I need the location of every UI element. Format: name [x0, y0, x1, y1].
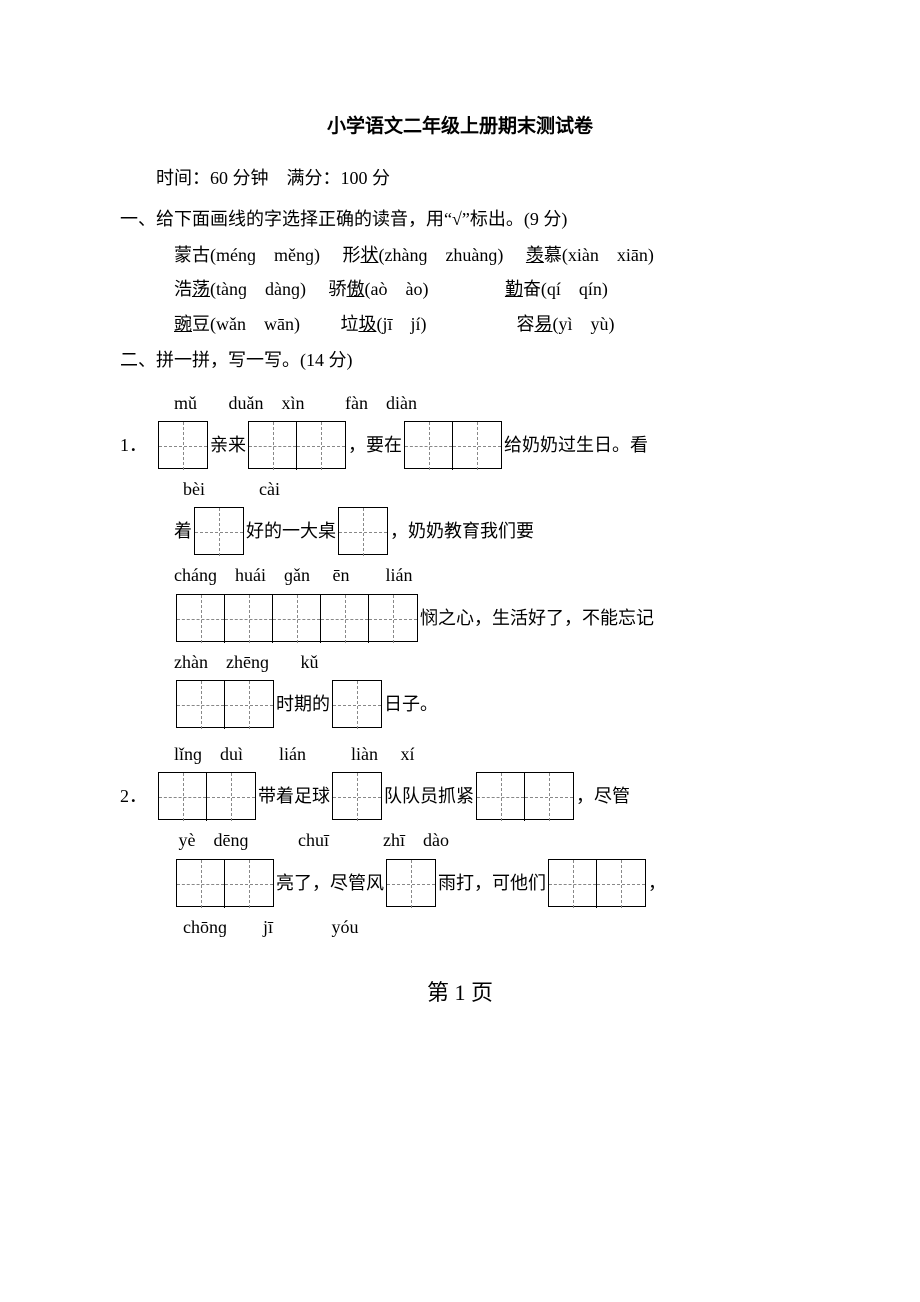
q1-row-2: 浩荡(tànɡ dànɡ) 骄傲(aò ào) 勤奋(qí qín) [120, 273, 800, 305]
char-box [332, 772, 382, 820]
t: 给奶奶过生日。看 [504, 421, 648, 469]
char-box [176, 859, 274, 907]
char-box [158, 772, 256, 820]
t: 易 [534, 314, 552, 334]
q1-row-1: 蒙古(ménɡ měnɡ) 形状(zhànɡ zhuànɡ) 羡慕(xiàn x… [120, 239, 800, 271]
char-box [332, 680, 382, 728]
t: 傲 [346, 279, 364, 299]
t: ，尽管 [576, 772, 630, 820]
page-footer: 第 1 页 [120, 973, 800, 1013]
char-box [386, 859, 436, 907]
pinyin: chánɡ huái ɡǎn ēn lián [120, 559, 800, 591]
char-box [404, 421, 502, 469]
t: 好的一大桌 [246, 507, 336, 555]
t: 勤 [505, 279, 523, 299]
char-box [194, 507, 244, 555]
char-box [176, 680, 274, 728]
t: 蒙 [174, 245, 192, 265]
t: 悯之心，生活好了，不能忘记 [420, 594, 654, 642]
t: (tànɡ dànɡ) [210, 279, 306, 299]
q1-row-3: 豌豆(wǎn wān) 垃圾(jī jí) 容易(yì yù) [120, 308, 800, 340]
q2-item1: mǔ duǎn xìn fàn diàn 1． 亲来 ，要在 给奶奶过生日。看 … [120, 387, 800, 729]
char-box [338, 507, 388, 555]
t: ， [648, 859, 666, 907]
t: 日子。 [384, 680, 438, 728]
t: 亲来 [210, 421, 246, 469]
t: (jī jí) [376, 314, 426, 334]
t: 形 [342, 245, 360, 265]
t: 亮了，尽管风 [276, 859, 384, 907]
t: 时期的 [276, 680, 330, 728]
exam-meta: 时间：60 分钟 满分：100 分 [120, 162, 800, 194]
box-row: 着 好的一大桌 ，奶奶教育我们要 [120, 507, 800, 555]
t: ，要在 [348, 421, 402, 469]
pinyin: chōnɡ jī yóu [120, 911, 800, 943]
t: 垃 [340, 314, 358, 334]
t: 古(ménɡ měnɡ) [192, 245, 320, 265]
t: 奋(qí qín) [523, 279, 608, 299]
pinyin: mǔ duǎn xìn fàn diàn [120, 387, 800, 419]
t: 带着足球 [258, 772, 330, 820]
document-page: 小学语文二年级上册期末测试卷 时间：60 分钟 满分：100 分 一、给下面画线… [0, 0, 920, 1053]
char-box [248, 421, 346, 469]
pinyin: zhàn zhēnɡ kǔ [120, 646, 800, 678]
box-row: 时期的 日子。 [120, 680, 800, 728]
t: (zhànɡ zhuànɡ) [378, 245, 503, 265]
t: 浩 [174, 279, 192, 299]
t: 状 [360, 245, 378, 265]
char-box [158, 421, 208, 469]
char-box [476, 772, 574, 820]
t: ，奶奶教育我们要 [390, 507, 534, 555]
char-box [176, 594, 418, 642]
box-row: 亮了，尽管风 雨打，可他们 ， [120, 859, 800, 907]
t: 慕(xiàn xiān) [544, 245, 654, 265]
item-number: 1． [120, 421, 156, 469]
t: 雨打，可他们 [438, 859, 546, 907]
t: (yì yù) [552, 314, 614, 334]
item-number: 2． [120, 772, 156, 820]
t: 豆(wǎn wān) [192, 314, 300, 334]
page-title: 小学语文二年级上册期末测试卷 [120, 110, 800, 144]
q1-head: 一、给下面画线的字选择正确的读音，用“√”标出。(9 分) [120, 203, 800, 235]
pinyin: lǐnɡ duì lián liàn xí [120, 738, 800, 770]
t: 骄 [328, 279, 346, 299]
t: 容 [516, 314, 534, 334]
box-row: 2． 带着足球 队队员抓紧 ，尽管 [120, 772, 800, 820]
t: 豌 [174, 314, 192, 334]
char-box [548, 859, 646, 907]
q2-head: 二、拼一拼，写一写。(14 分) [120, 344, 800, 376]
t: 羡 [526, 245, 544, 265]
t: (aò ào) [364, 279, 428, 299]
pinyin: bèi cài [120, 473, 800, 505]
box-row: 悯之心，生活好了，不能忘记 [120, 594, 800, 642]
pinyin: yè dēnɡ chuī zhī dào [120, 824, 800, 856]
t: 圾 [358, 314, 376, 334]
t: 队队员抓紧 [384, 772, 474, 820]
q2-item2: lǐnɡ duì lián liàn xí 2． 带着足球 队队员抓紧 ，尽管 … [120, 738, 800, 943]
t: 着 [174, 507, 192, 555]
box-row: 1． 亲来 ，要在 给奶奶过生日。看 [120, 421, 800, 469]
t: 荡 [192, 279, 210, 299]
